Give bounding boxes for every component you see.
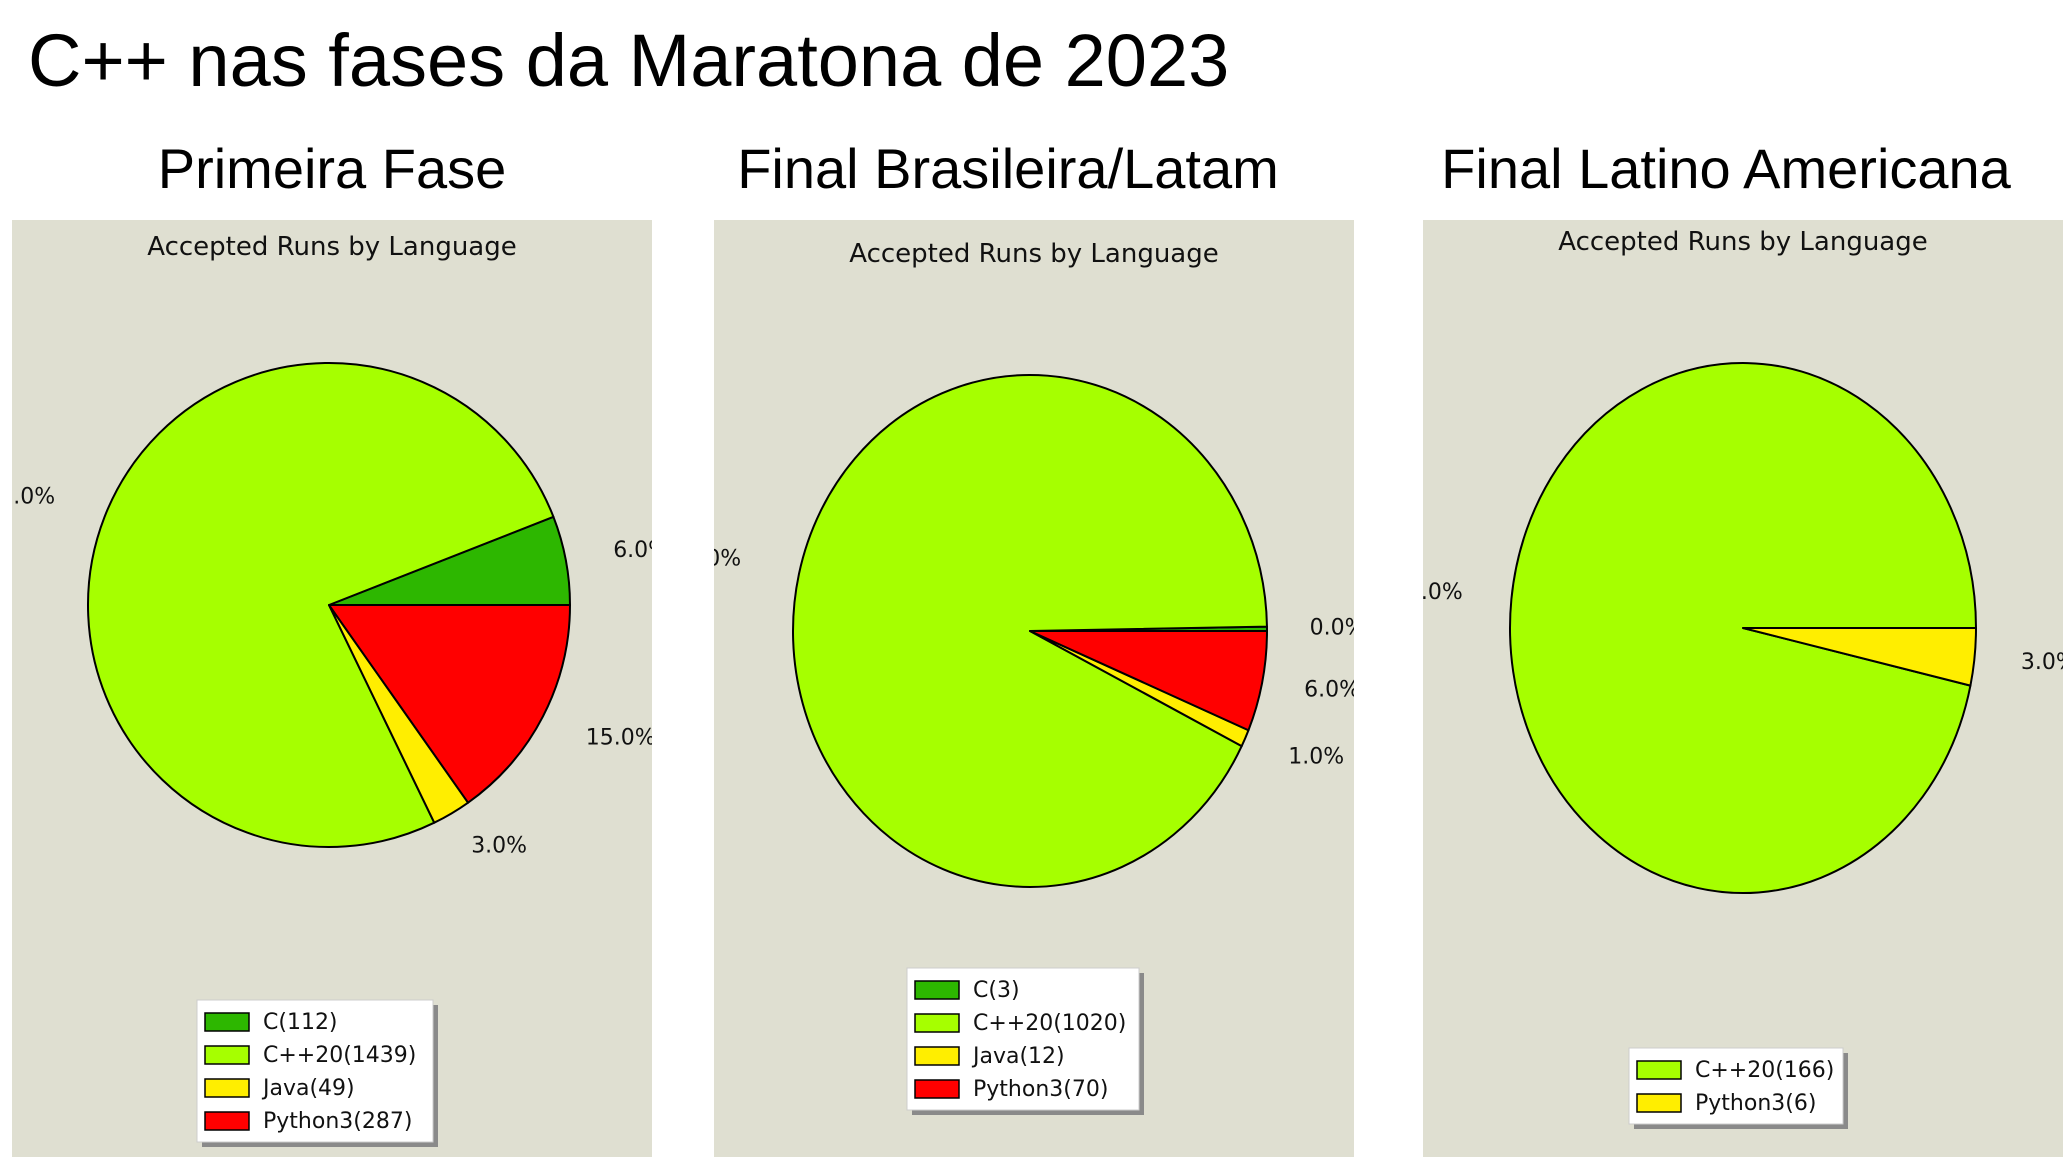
legend-swatch-c-20-166 bbox=[1636, 1060, 1682, 1080]
percent-label-java-49: 3.0% bbox=[471, 834, 527, 859]
pie-chart-final-brasileira: Accepted Runs by Language 0.0% 92.0% 1.0% 6.… bbox=[714, 239, 1354, 1115]
legend-swatch-c-3 bbox=[914, 980, 960, 1000]
legend-label-c-20-166: C++20(166) bbox=[1695, 1058, 1834, 1083]
percent-label-java-12: 1.0% bbox=[1288, 745, 1344, 770]
legend-swatch-c-20-1439 bbox=[204, 1045, 250, 1065]
percent-label-c-3: 0.0% bbox=[1310, 615, 1354, 640]
legend-swatch-c-112 bbox=[204, 1012, 250, 1032]
chart-title: Accepted Runs by Language bbox=[849, 239, 1219, 269]
legend-label-c-112: C(112) bbox=[263, 1010, 338, 1035]
pie-slice-c-20-1439 bbox=[86, 362, 555, 848]
legend-swatch-python3-287 bbox=[204, 1111, 250, 1131]
legend-swatch-java-12 bbox=[914, 1046, 960, 1066]
chart-panel-primeira-fase: Accepted Runs by Language 6.0% 76.0% 3.0% 15… bbox=[12, 220, 652, 1157]
slide-title: C++ nas fases da Maratona de 2023 bbox=[28, 19, 1230, 102]
legend-swatch-python3-70 bbox=[914, 1079, 960, 1099]
pie-slice-python3-70 bbox=[1029, 630, 1268, 732]
percent-label-c-20-1020: 92.0% bbox=[714, 547, 741, 572]
percent-label-c-112: 6.0% bbox=[613, 538, 652, 563]
legend-label-python3-287: Python3(287) bbox=[263, 1109, 412, 1134]
phase-title-primeira-fase: Primeira Fase bbox=[157, 137, 507, 200]
phase-title-final-latino-americana: Final Latino Americana bbox=[1441, 137, 2011, 200]
legend-label-python3-70: Python3(70) bbox=[973, 1077, 1108, 1102]
chart-title: Accepted Runs by Language bbox=[1558, 227, 1928, 257]
phase-title-final-brasileira: Final Brasileira/Latam bbox=[737, 137, 1279, 200]
chart-title: Accepted Runs by Language bbox=[147, 232, 517, 262]
pie-chart-final-latino-americana: Accepted Runs by Language 97.0% 3.0% C++20(… bbox=[1423, 227, 2063, 1129]
percent-label-c-20-166: 97.0% bbox=[1423, 580, 1463, 605]
legend-label-python3-6: Python3(6) bbox=[1695, 1091, 1816, 1116]
percent-label-python3-6: 3.0% bbox=[2021, 650, 2063, 675]
legend-swatch-python3-6 bbox=[1636, 1093, 1682, 1113]
legend-label-java-12: Java(12) bbox=[971, 1044, 1065, 1069]
chart-panel-final-brasileira: Accepted Runs by Language 0.0% 92.0% 1.0% 6.… bbox=[714, 220, 1354, 1157]
legend-swatch-c-20-1020 bbox=[914, 1013, 960, 1033]
percent-label-python3-287: 15.0% bbox=[586, 726, 652, 751]
legend-label-java-49: Java(49) bbox=[261, 1076, 355, 1101]
pie-slice-python3-287 bbox=[328, 604, 571, 804]
legend-label-c-20-1439: C++20(1439) bbox=[263, 1043, 416, 1068]
chart-panel-final-latino-americana: Accepted Runs by Language 97.0% 3.0% C++20(… bbox=[1423, 220, 2063, 1157]
legend-label-c-20-1020: C++20(1020) bbox=[973, 1011, 1126, 1036]
pie-chart-primeira-fase: Accepted Runs by Language 6.0% 76.0% 3.0% 15… bbox=[12, 232, 652, 1147]
legend-label-c-3: C(3) bbox=[973, 978, 1020, 1003]
pie-slice-python3-6 bbox=[1742, 627, 1977, 687]
percent-label-c-20-1439: 76.0% bbox=[12, 484, 55, 509]
legend-swatch-java-49 bbox=[204, 1078, 250, 1098]
percent-label-python3-70: 6.0% bbox=[1304, 678, 1354, 703]
